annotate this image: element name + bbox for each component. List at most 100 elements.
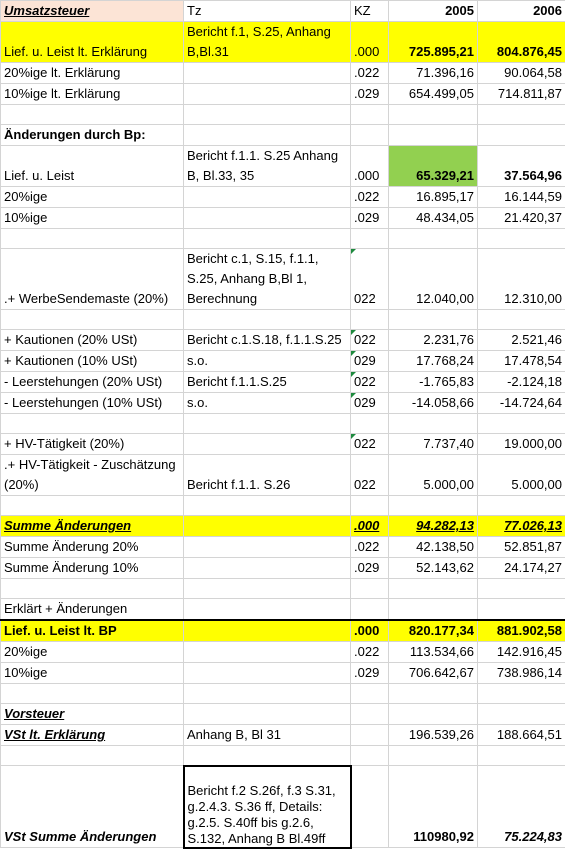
cell-text: .022 <box>354 65 379 80</box>
cell-text: 022 <box>354 374 376 389</box>
cell: VSt lt. Erklärung <box>1 725 184 746</box>
cell-text: Änderungen durch Bp: <box>4 127 146 142</box>
cell-text: 022 <box>354 477 376 492</box>
cell <box>184 558 351 579</box>
row: + Kautionen (20% USt)Bericht c.1.S.18, f… <box>1 330 565 351</box>
cell-text: 17.768,24 <box>416 353 474 368</box>
cell: 188.664,51 <box>478 725 565 746</box>
cell <box>389 579 478 599</box>
cell: - Leerstehungen (20% USt) <box>1 372 184 393</box>
cell: 10%ige <box>1 208 184 229</box>
cell-text: 48.434,05 <box>416 210 474 225</box>
cell <box>184 125 351 146</box>
cell-text: s.o. <box>187 395 208 410</box>
cell-text: Bericht f.1, S.25, Anhang B,Bl.31 <box>187 24 331 59</box>
cell <box>389 310 478 330</box>
cell: Tz <box>184 1 351 22</box>
cell-text: .+ HV-Tätigkeit - Zuschätzung (20%) <box>4 457 176 492</box>
cell: 52.851,87 <box>478 537 565 558</box>
cell: 5.000,00 <box>478 455 565 496</box>
cell <box>478 496 565 516</box>
cell-text: 2.231,76 <box>423 332 474 347</box>
cell: 20%ige <box>1 642 184 663</box>
row <box>1 414 565 434</box>
cell: Lief. u. Leist lt. BP <box>1 620 184 642</box>
cell: 2006 <box>478 1 565 22</box>
row <box>1 746 565 766</box>
cell: 725.895,21 <box>389 22 478 63</box>
cell: .029 <box>351 208 389 229</box>
cell: 75.224,83 <box>478 766 565 848</box>
cell-text: 90.064,58 <box>504 65 562 80</box>
cell-text: .029 <box>354 86 379 101</box>
cell <box>351 414 389 434</box>
cell-text: - Leerstehungen (10% USt) <box>4 395 162 410</box>
cell: 65.329,21 <box>389 146 478 187</box>
cell-text: 20%ige <box>4 644 47 659</box>
cell: 24.174,27 <box>478 558 565 579</box>
cell: s.o. <box>184 393 351 414</box>
cell <box>1 496 184 516</box>
cell: + HV-Tätigkeit (20%) <box>1 434 184 455</box>
cell: VSt Summe Änderungen <box>1 766 184 848</box>
cell-text: 24.174,27 <box>504 560 562 575</box>
cell <box>351 579 389 599</box>
cell-text: Bericht f.2 S.26f, f.3 S.31, g.2.4.3. S.… <box>188 783 347 847</box>
cell <box>184 537 351 558</box>
cell <box>184 599 351 621</box>
row: .+ HV-Tätigkeit - Zuschätzung (20%)Beric… <box>1 455 565 496</box>
cell-text: 5.000,00 <box>423 477 474 492</box>
cell-text: 10%ige <box>4 665 47 680</box>
cell-text: .000 <box>354 623 379 638</box>
cell-text: Summe Änderung 10% <box>4 560 138 575</box>
cell <box>478 105 565 125</box>
cell: .000 <box>351 620 389 642</box>
cell-text: Summe Änderungen <box>4 518 131 533</box>
cell <box>184 663 351 684</box>
cell <box>389 414 478 434</box>
cell <box>184 642 351 663</box>
cell: .022 <box>351 63 389 84</box>
cell <box>478 599 565 621</box>
cell <box>478 414 565 434</box>
cell-text: s.o. <box>187 353 208 368</box>
cell: 029 <box>351 351 389 372</box>
cell-text: 16.144,59 <box>504 189 562 204</box>
cell: 48.434,05 <box>389 208 478 229</box>
cell-text: -14.724,64 <box>500 395 562 410</box>
cell <box>351 725 389 746</box>
cell <box>351 684 389 704</box>
cell: 654.499,05 <box>389 84 478 105</box>
cell-text: 77.026,13 <box>504 518 562 533</box>
cell-text: Lief. u. Leist lt. BP <box>4 623 117 638</box>
cell: KZ <box>351 1 389 22</box>
cell: + Kautionen (20% USt) <box>1 330 184 351</box>
cell <box>1 229 184 249</box>
cell-text: .029 <box>354 665 379 680</box>
cell: .022 <box>351 187 389 208</box>
cell <box>478 125 565 146</box>
cell-text: .029 <box>354 210 379 225</box>
cell <box>184 496 351 516</box>
cell-text: 2005 <box>445 3 474 18</box>
cell: 42.138,50 <box>389 537 478 558</box>
cell: Summe Änderungen <box>1 516 184 537</box>
cell: Bericht c.1, S.15, f.1.1, S.25, Anhang B… <box>184 249 351 310</box>
row: - Leerstehungen (20% USt)Bericht f.1.1.S… <box>1 372 565 393</box>
cell-text: + Kautionen (10% USt) <box>4 353 137 368</box>
cell-text: -1.765,83 <box>419 374 474 389</box>
cell-text: 75.224,83 <box>504 829 562 844</box>
cell-text: 029 <box>354 353 376 368</box>
cell-text: VSt Summe Änderungen <box>4 829 156 844</box>
cell <box>389 746 478 766</box>
cell: 12.040,00 <box>389 249 478 310</box>
cell-text: 2006 <box>533 3 562 18</box>
cell-text: 71.396,16 <box>416 65 474 80</box>
cell-text: 022 <box>354 436 376 451</box>
cell-text: Tz <box>187 3 201 18</box>
row <box>1 310 565 330</box>
cell-text: 029 <box>354 395 376 410</box>
